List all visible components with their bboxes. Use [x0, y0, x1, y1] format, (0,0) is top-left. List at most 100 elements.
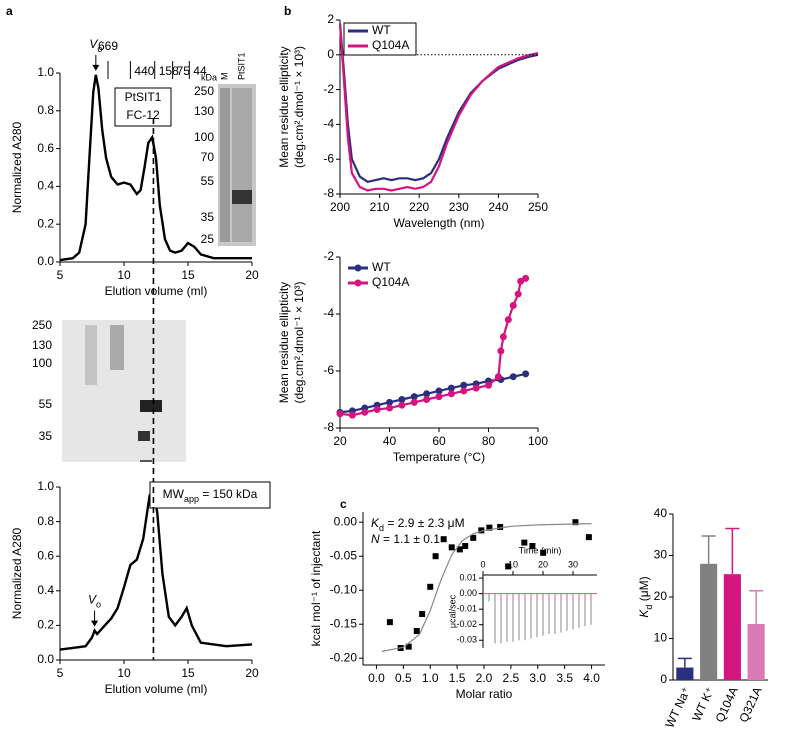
- data-point: [522, 370, 530, 378]
- size-standard-label: 440: [134, 64, 154, 78]
- x-tick-label: 4.0: [583, 671, 600, 685]
- panel-label: c: [340, 497, 347, 511]
- gel-marker-label: 55: [39, 397, 53, 411]
- data-point: [514, 290, 522, 298]
- x-tick-label: 80: [482, 434, 496, 448]
- gel-marker-label: 250: [194, 84, 214, 98]
- data-point: [485, 381, 492, 389]
- text-part: app: [184, 494, 199, 504]
- x-tick-label: 2.5: [503, 671, 520, 685]
- data-point: [435, 387, 443, 395]
- x-tick-label: 0: [480, 559, 485, 569]
- data-point: [386, 404, 393, 412]
- x-tick-label: 230: [449, 200, 469, 214]
- x-tick-label: 200: [330, 200, 350, 214]
- gel-smear: [110, 325, 124, 370]
- y-tick-label: -8: [323, 420, 334, 434]
- x-tick-label: 15: [181, 268, 195, 282]
- y-tick-label: 0.00: [459, 588, 477, 598]
- text-part: o: [97, 44, 102, 54]
- x-tick-label: 30: [568, 559, 578, 569]
- gel-band: [140, 400, 162, 412]
- gel-lane: [220, 88, 230, 242]
- data-point: [398, 401, 406, 409]
- legend-label: Q104A: [372, 38, 409, 52]
- x-tick-label: 240: [488, 200, 508, 214]
- data-point: [361, 408, 369, 416]
- data-line: [59, 74, 252, 262]
- data-point: [521, 539, 528, 546]
- bar: [747, 623, 765, 680]
- y-tick-label: 0.8: [37, 514, 54, 528]
- data-point: [460, 387, 468, 395]
- gel-band: [140, 460, 152, 462]
- data-point: [494, 373, 502, 381]
- x-tick-label: 60: [432, 434, 446, 448]
- data-point: [509, 373, 517, 381]
- data-point: [504, 316, 512, 324]
- size-standard-label: 44: [193, 64, 207, 78]
- x-tick-label: 0.5: [395, 671, 412, 685]
- annotation-text: MWapp = 150 kDa: [163, 487, 258, 504]
- data-point: [456, 546, 463, 553]
- bar: [676, 667, 694, 680]
- y-axis-label: Mean residue ellipticity: [277, 282, 291, 403]
- y-tick-label: 40: [654, 506, 668, 520]
- x-tick-label: 20: [333, 434, 347, 448]
- text-part: = 150 kDa: [199, 487, 258, 501]
- y-tick-label: -0.15: [330, 616, 358, 630]
- data-point: [499, 333, 507, 341]
- data-point: [386, 398, 393, 406]
- data-point: [448, 544, 455, 551]
- gel-marker-label: 35: [201, 210, 215, 224]
- y-tick-label: 10: [654, 631, 668, 645]
- y-axis-label: μcal/sec: [447, 594, 457, 628]
- y-tick-label: -0.20: [330, 650, 358, 664]
- data-line: [338, 23, 539, 192]
- y-tick-label: 30: [654, 548, 668, 562]
- data-point: [540, 549, 547, 556]
- x-tick-label: 0.0: [368, 671, 385, 685]
- data-point: [460, 381, 468, 389]
- panel-label: a: [6, 4, 13, 18]
- x-tick-label: 20: [245, 268, 259, 282]
- y-tick-label: -0.02: [456, 619, 477, 629]
- data-point: [478, 527, 485, 534]
- x-axis-label: Elution volume (ml): [105, 284, 208, 298]
- data-line: [59, 485, 253, 651]
- x-tick-label: 220: [409, 200, 429, 214]
- gel-lane-label: PtSIT1: [236, 52, 246, 80]
- y-tick-label: -0.01: [456, 604, 477, 614]
- y-tick-label: -4: [323, 306, 334, 320]
- annotation-text: PtSIT1: [125, 90, 162, 104]
- void-arrowhead: [92, 64, 100, 71]
- gel-lane: [232, 88, 252, 242]
- y-tick-label: 0.01: [459, 572, 477, 582]
- data-point: [509, 301, 517, 309]
- text-part: = 2.9 ± 2.3 μM: [384, 516, 465, 530]
- x-tick-label: 15: [181, 666, 195, 680]
- gel-marker-label: 100: [194, 130, 214, 144]
- data-point: [405, 643, 412, 650]
- data-point: [427, 583, 434, 590]
- y-tick-label: -6: [323, 363, 334, 377]
- data-point: [419, 611, 426, 617]
- x-axis-label: Elution volume (ml): [105, 682, 208, 696]
- gel-marker-label: 100: [32, 356, 52, 370]
- text-part: MW: [163, 487, 185, 501]
- x-tick-label: 3.5: [556, 671, 573, 685]
- y-tick-label: 0.2: [37, 216, 54, 230]
- data-point: [470, 534, 477, 541]
- x-tick-label: 210: [370, 200, 390, 214]
- gel-band: [232, 190, 252, 204]
- x-tick-label: 10: [117, 268, 131, 282]
- data-point: [505, 563, 512, 570]
- legend-marker: [354, 264, 362, 272]
- data-point: [585, 534, 592, 541]
- x-axis-label: Time (min): [519, 545, 562, 555]
- text-part: K: [371, 516, 380, 530]
- gel-lane-label: M: [219, 73, 229, 81]
- data-point: [348, 411, 356, 419]
- x-tick-label: 40: [383, 434, 397, 448]
- data-point: [423, 396, 431, 403]
